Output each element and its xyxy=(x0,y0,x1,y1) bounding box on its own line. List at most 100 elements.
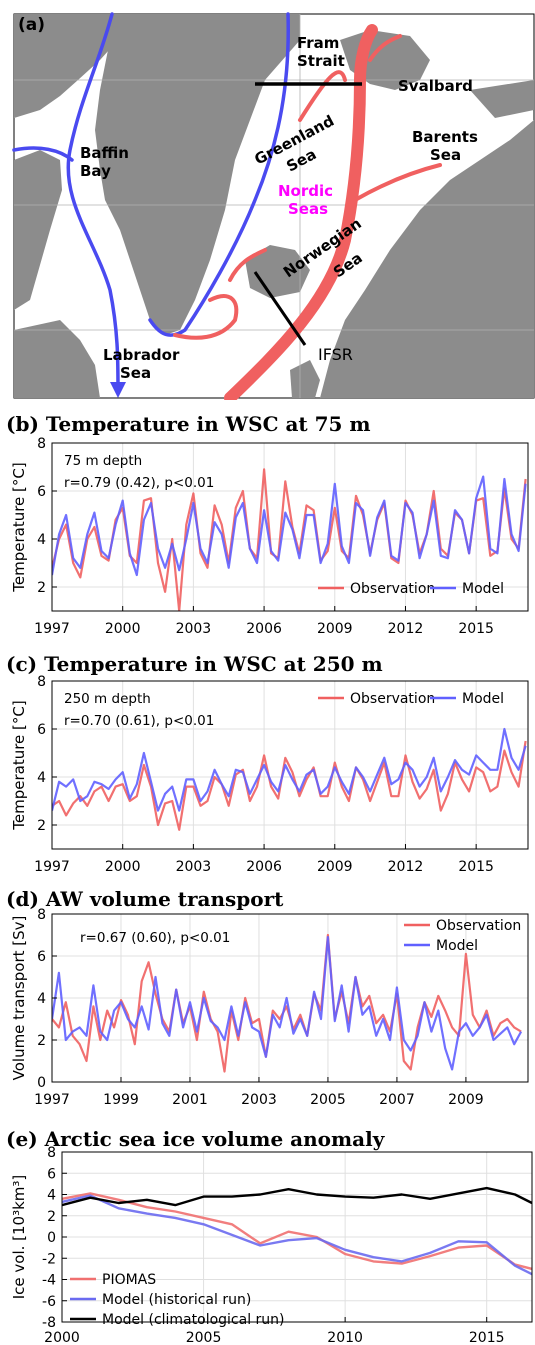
series-line-1 xyxy=(52,933,522,1073)
x-tick-label: 2006 xyxy=(246,621,282,637)
x-tick-label: 2007 xyxy=(379,1092,415,1108)
x-tick-label: 1997 xyxy=(34,621,70,637)
warm-current-fram xyxy=(368,34,402,62)
chart-panel-d: (d) AW volume transport 1997 1999 2001 2003 2… xyxy=(6,887,529,1108)
warm-current-iceland xyxy=(228,248,267,282)
chart-title: (d) AW volume transport xyxy=(6,887,284,911)
y-axis-label: Ice vol. [10³km³] xyxy=(10,1175,28,1300)
y-tick-label: -4 xyxy=(42,1273,56,1289)
annotation: r=0.79 (0.42), p<0.01 xyxy=(64,475,214,491)
series-group xyxy=(52,468,527,611)
cold-arrowhead xyxy=(110,382,126,398)
warm-currents xyxy=(173,24,442,400)
x-tick-label: 2015 xyxy=(458,621,494,637)
chart-panel-b: (b) Temperature in WSC at 75 m 1997 2000 20… xyxy=(6,412,529,637)
x-tick-label: 2012 xyxy=(388,621,424,637)
series-group xyxy=(52,727,527,831)
land-scotland xyxy=(290,360,320,398)
chart-title: (e) Arctic sea ice volume anomaly xyxy=(6,1127,386,1151)
map-panel: (a) Fram Strait Svalbard Baffin Bay Gree… xyxy=(12,12,535,400)
series-line-1 xyxy=(52,740,527,831)
map-label-labrador1: Labrador xyxy=(103,346,180,364)
x-tick-label: 2015 xyxy=(469,1330,505,1345)
axes-frame xyxy=(51,680,529,850)
axes-frame xyxy=(51,442,529,612)
cold-current-baffin xyxy=(66,12,120,392)
series-line-2 xyxy=(52,727,527,812)
x-tick-label: 2003 xyxy=(241,1092,277,1108)
y-tick-label: 6 xyxy=(37,949,46,965)
y-tick-label: -8 xyxy=(42,1315,56,1331)
x-tick-label: 2005 xyxy=(310,1092,346,1108)
warm-current-norwegian xyxy=(224,24,378,400)
ifsr-section xyxy=(253,271,307,346)
annotation: 250 m depth xyxy=(64,691,151,707)
x-tick-label: 2015 xyxy=(458,859,494,875)
y-tick-label: 8 xyxy=(37,436,46,452)
y-tick-label: 4 xyxy=(37,770,46,786)
map-label-nordic1: Nordic xyxy=(278,182,333,200)
y-tick-label: 2 xyxy=(47,1209,56,1225)
map-label-fram1: Fram xyxy=(297,34,339,52)
series-group xyxy=(52,933,523,1073)
y-axis-label: Temperature [°C] xyxy=(10,462,28,592)
x-tick-label: 1999 xyxy=(103,1092,139,1108)
series-line-2 xyxy=(62,1194,532,1276)
y-tick-label: 4 xyxy=(37,991,46,1007)
map-label-ifsr: IFSR xyxy=(318,345,353,364)
map-label-fram2: Strait xyxy=(297,52,345,70)
land-scandinavia xyxy=(320,120,534,398)
x-tick-label: 2009 xyxy=(448,1092,484,1108)
plot-area xyxy=(52,443,528,611)
series-line-3 xyxy=(62,1186,532,1207)
land-iceland xyxy=(245,245,310,298)
y-tick-label: 8 xyxy=(47,1145,56,1161)
x-tick-label: 2000 xyxy=(105,621,141,637)
map-label-baffin2: Bay xyxy=(80,162,111,180)
warm-current-greenland xyxy=(298,70,347,122)
land-novaya xyxy=(470,80,534,118)
x-tick-label: 2009 xyxy=(317,621,353,637)
map-label-baffin1: Baffin xyxy=(80,144,129,162)
legend-entry: Observation xyxy=(350,691,435,707)
legend-entry: Model (historical run) xyxy=(102,1292,251,1308)
y-axis-label: Temperature [°C] xyxy=(10,700,28,830)
chart-panel-c: (c) Temperature in WSC at 250 m 1997 2000 2… xyxy=(6,652,529,875)
x-tick-label: 1997 xyxy=(34,1092,70,1108)
y-tick-label: 6 xyxy=(37,722,46,738)
x-tick-label: 2003 xyxy=(176,859,212,875)
legend-entry: Model xyxy=(462,691,504,707)
map-label-barents2: Sea xyxy=(430,146,461,164)
y-tick-label: -6 xyxy=(42,1294,56,1310)
map-graticule xyxy=(14,14,534,398)
legend-entry: Model xyxy=(436,938,478,954)
x-tick-label: 2000 xyxy=(44,1330,80,1345)
legend-entry: Observation xyxy=(436,918,521,934)
land-baffin-island xyxy=(14,150,62,310)
y-axis-label: Volume transport [Sv] xyxy=(10,916,28,1081)
x-tick-label: 2001 xyxy=(172,1092,208,1108)
x-tick-label: 2010 xyxy=(327,1330,363,1345)
x-tick-label: 2009 xyxy=(317,859,353,875)
annotation: r=0.70 (0.61), p<0.01 xyxy=(64,713,214,729)
y-tick-label: 0 xyxy=(47,1230,56,1246)
warm-current-irminger xyxy=(173,294,239,340)
legend-entry: Observation xyxy=(350,581,435,597)
annotation: r=0.67 (0.60), p<0.01 xyxy=(80,930,230,946)
land-labrador xyxy=(14,320,100,398)
y-tick-label: 6 xyxy=(47,1166,56,1182)
cold-current-branch xyxy=(12,146,74,162)
chart-panel-e: (e) Arctic sea ice volume anomaly 2000 200… xyxy=(6,1127,533,1345)
legend-entry: Model (climatological run) xyxy=(102,1312,285,1328)
x-tick-label: 2003 xyxy=(176,621,212,637)
y-tick-label: 8 xyxy=(37,674,46,690)
map-label-labrador2: Sea xyxy=(120,364,151,382)
series-line-1 xyxy=(62,1192,532,1271)
series-group xyxy=(62,1186,532,1276)
y-tick-label: 4 xyxy=(47,1188,56,1204)
land-canada-north xyxy=(14,14,120,118)
map-label-svalbard: Svalbard xyxy=(398,77,473,95)
y-tick-label: 6 xyxy=(37,484,46,500)
warm-current-barents xyxy=(353,163,442,202)
x-tick-label: 2006 xyxy=(246,859,282,875)
